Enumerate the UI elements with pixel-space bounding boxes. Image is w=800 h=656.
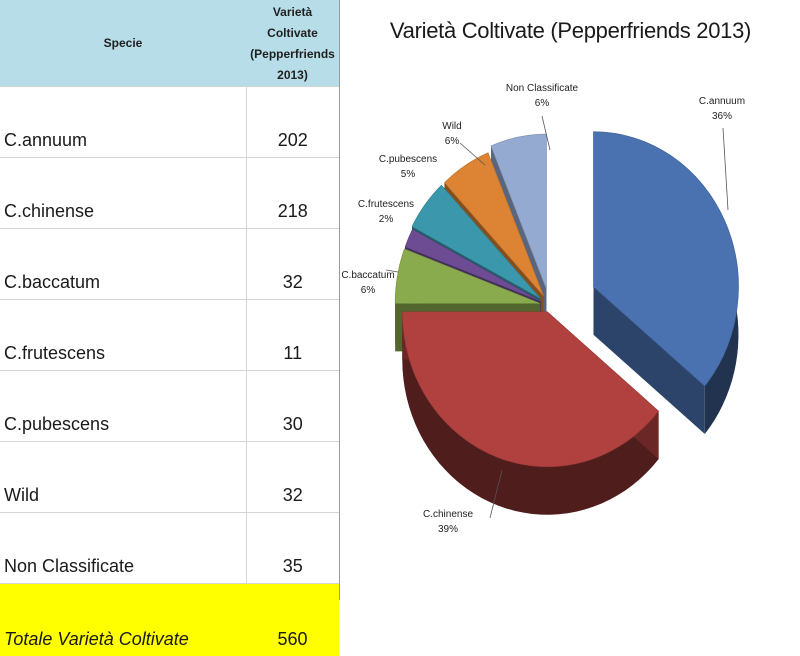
species-table: Specie Varietà Coltivate (Pepperfriends … [0, 0, 339, 656]
table-header-row: Specie Varietà Coltivate (Pepperfriends … [0, 0, 339, 87]
row-species-name: C.chinense [0, 158, 246, 229]
slice-percent: 6% [535, 98, 550, 109]
table-row: Wild 32 [0, 442, 339, 513]
slice-percent: 39% [438, 524, 458, 535]
header-species: Specie [0, 0, 246, 87]
row-count-value: 32 [246, 229, 339, 300]
row-count-value: 35 [246, 513, 339, 584]
slice-label: C.pubescens [379, 154, 437, 165]
chart-panel: Varietà Coltivate (Pepperfriends 2013) C… [339, 0, 800, 600]
table-total-row: Totale Varietà Coltivate 560 [0, 584, 339, 656]
slide: Specie Varietà Coltivate (Pepperfriends … [0, 0, 800, 600]
row-species-name: C.pubescens [0, 371, 246, 442]
slice-label: C.baccatum [341, 270, 394, 281]
slice-label: C.frutescens [358, 199, 414, 210]
row-species-name: Wild [0, 442, 246, 513]
header-count-line3: 2013) [246, 65, 339, 86]
slice-percent: 6% [445, 136, 460, 147]
row-count-value: 32 [246, 442, 339, 513]
slice-label: C.chinense [423, 509, 473, 520]
row-count-value: 30 [246, 371, 339, 442]
header-count-line2: (Pepperfriends [246, 44, 339, 65]
slice-percent: 5% [401, 169, 416, 180]
row-species-name: C.annuum [0, 87, 246, 158]
table-row: C.pubescens 30 [0, 371, 339, 442]
slice-percent: 2% [379, 214, 394, 225]
table-row: C.baccatum 32 [0, 229, 339, 300]
table-row: C.annuum 202 [0, 87, 339, 158]
total-label: Totale Varietà Coltivate [0, 584, 246, 656]
total-value: 560 [246, 584, 339, 656]
slice-label: Non Classificate [506, 83, 579, 94]
slice-percent: 36% [712, 111, 732, 122]
table-row: C.frutescens 11 [0, 300, 339, 371]
pie-chart: C.annuum 36% C.chinense 39% C.baccatum 6% C.fr… [340, 0, 800, 600]
slice-label: C.annuum [699, 96, 745, 107]
row-species-name: Non Classificate [0, 513, 246, 584]
slice-percent: 6% [361, 285, 376, 296]
header-count: Varietà Coltivate (Pepperfriends 2013) [246, 0, 339, 87]
row-count-value: 218 [246, 158, 339, 229]
row-species-name: C.frutescens [0, 300, 246, 371]
header-count-line1: Varietà Coltivate [246, 2, 339, 44]
table-row: C.chinense 218 [0, 158, 339, 229]
row-count-value: 11 [246, 300, 339, 371]
row-species-name: C.baccatum [0, 229, 246, 300]
slice-label: Wild [442, 121, 461, 132]
row-count-value: 202 [246, 87, 339, 158]
label-leader-line [723, 128, 728, 210]
table-row: Non Classificate 35 [0, 513, 339, 584]
